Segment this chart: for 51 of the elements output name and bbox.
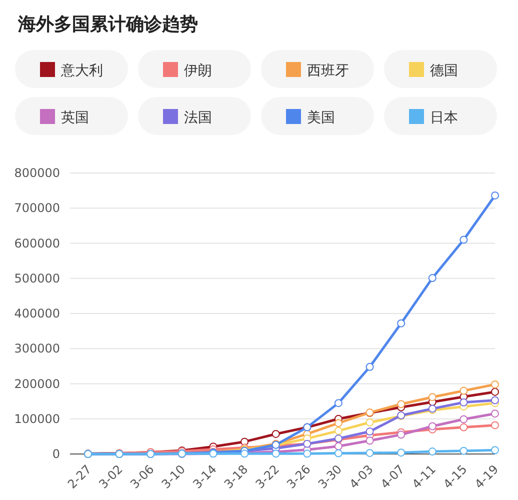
y-tick-label: 700000 <box>14 201 60 216</box>
legend-label: 日本 <box>430 110 458 126</box>
legend-label: 法国 <box>184 110 212 126</box>
y-tick-label: 800000 <box>14 166 60 180</box>
y-tick-label: 500000 <box>14 271 60 286</box>
legend-label: 德国 <box>430 63 458 79</box>
point <box>334 449 342 458</box>
point <box>428 448 436 456</box>
point <box>460 415 468 424</box>
point <box>460 398 468 406</box>
legend-label: 意大利 <box>60 63 103 79</box>
point <box>460 423 468 432</box>
point <box>366 448 374 457</box>
point <box>428 274 436 282</box>
point <box>460 236 468 244</box>
point <box>397 400 406 408</box>
point <box>491 410 499 418</box>
point <box>460 386 468 395</box>
legend-label: 英国 <box>61 110 89 126</box>
point <box>397 319 406 328</box>
legend-label: 美国 <box>307 110 335 126</box>
point <box>366 362 374 371</box>
y-tick-label: 100000 <box>14 412 60 426</box>
point <box>397 430 406 439</box>
y-tick-label: 300000 <box>14 342 60 356</box>
chart-title: 海外多国累计确诊趋势 <box>17 14 198 35</box>
point <box>491 446 499 454</box>
y-tick-label: 200000 <box>14 376 60 391</box>
point <box>397 448 406 457</box>
point <box>366 436 374 445</box>
point <box>334 442 342 450</box>
point <box>428 393 436 402</box>
point <box>366 428 374 436</box>
y-tick-label: 600000 <box>14 236 60 250</box>
point <box>334 426 342 435</box>
point <box>491 421 499 430</box>
point <box>491 396 499 404</box>
point <box>491 191 499 200</box>
legend-label: 伊朗 <box>184 63 212 79</box>
y-tick-label: 400000 <box>14 306 60 320</box>
point <box>460 446 468 455</box>
point <box>428 422 436 430</box>
y-tick-label: 0 <box>52 447 60 461</box>
point <box>334 419 342 428</box>
point <box>334 399 342 408</box>
point <box>272 430 280 438</box>
point <box>491 388 499 396</box>
point <box>303 450 312 458</box>
point <box>491 380 499 388</box>
legend-label: 西班牙 <box>307 63 349 79</box>
point <box>366 418 374 426</box>
